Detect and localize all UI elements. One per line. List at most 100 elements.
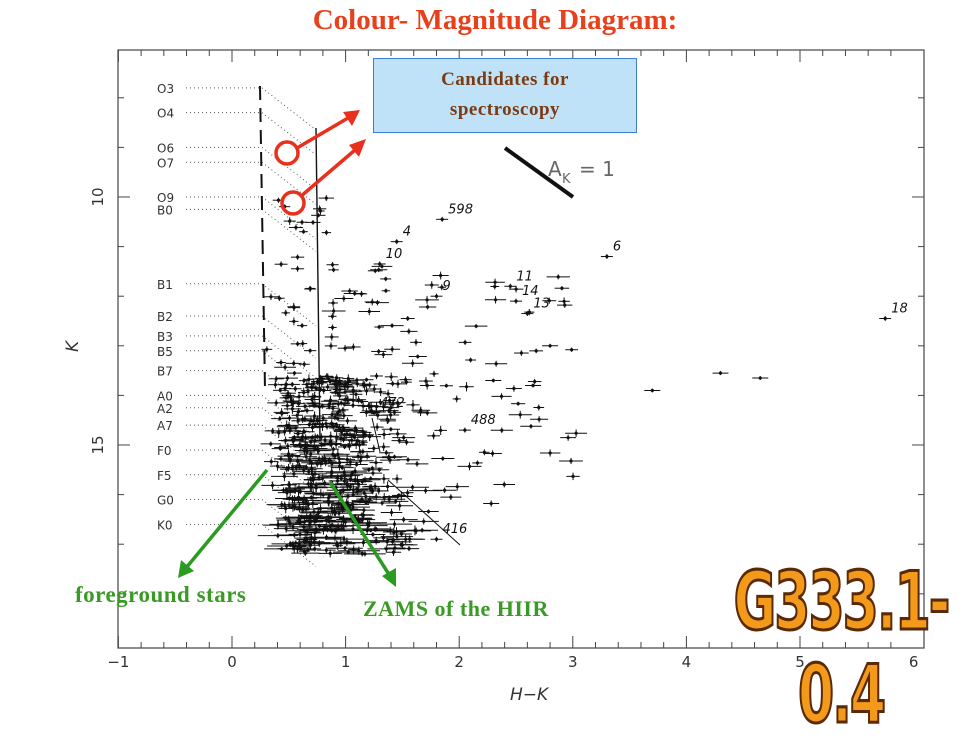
star-point xyxy=(484,296,507,304)
star-point xyxy=(328,299,338,307)
star-point xyxy=(261,481,284,490)
callout-line-1: Candidates for xyxy=(441,69,569,90)
star-point xyxy=(289,317,299,326)
candidate-circle-2 xyxy=(280,190,306,216)
star-point xyxy=(376,520,413,528)
star-point xyxy=(264,458,279,465)
star-point xyxy=(358,432,382,442)
star-point xyxy=(371,493,382,501)
star-point xyxy=(370,372,383,380)
spectral-type-label: O6 xyxy=(157,141,174,155)
star-point xyxy=(273,408,290,417)
star-point xyxy=(381,288,391,293)
star-point xyxy=(472,460,483,466)
pointer-416 xyxy=(387,479,461,546)
star-point xyxy=(296,402,314,411)
star-point xyxy=(327,446,339,452)
star-point xyxy=(752,376,769,381)
star-point xyxy=(369,457,383,468)
star-point xyxy=(340,471,364,478)
star-point xyxy=(283,217,296,225)
star-point xyxy=(437,284,446,291)
star-point xyxy=(559,457,583,465)
star-point xyxy=(297,323,308,329)
star-point xyxy=(485,278,505,286)
star-point xyxy=(419,377,433,385)
star-point xyxy=(491,393,512,400)
star-point xyxy=(287,304,301,311)
star-point xyxy=(401,527,432,535)
star-id-label: 6 xyxy=(613,240,621,255)
star-point xyxy=(298,548,310,555)
star-point xyxy=(459,382,474,392)
x-tick-label: 0 xyxy=(227,653,237,671)
star-point xyxy=(305,219,321,225)
star-point xyxy=(276,515,301,525)
star-point xyxy=(350,479,367,489)
star-point xyxy=(379,450,394,456)
star-point xyxy=(339,454,356,465)
star-point xyxy=(485,360,508,367)
star-point xyxy=(323,395,338,406)
x-tick-label: 4 xyxy=(682,653,692,671)
reddening-dotted-line xyxy=(261,112,317,156)
star-point xyxy=(293,442,317,449)
star-point xyxy=(565,429,588,437)
star-point xyxy=(299,229,308,234)
star-point xyxy=(349,389,363,400)
star-point xyxy=(322,509,349,517)
star-point xyxy=(342,466,368,476)
star-point xyxy=(529,348,544,354)
star-point xyxy=(326,262,339,268)
region-name: G333.1-0.4 xyxy=(733,554,952,742)
star-point xyxy=(338,379,358,386)
star-point xyxy=(380,323,404,328)
star-point xyxy=(344,551,386,557)
star-point xyxy=(391,531,412,537)
star-point xyxy=(530,416,549,423)
star-point xyxy=(330,464,354,471)
star-point xyxy=(386,500,414,511)
zams-line xyxy=(315,127,321,441)
star-point xyxy=(389,399,406,407)
star-point xyxy=(321,229,332,236)
star-point xyxy=(565,347,578,352)
star-point xyxy=(306,416,328,424)
star-point xyxy=(369,398,391,406)
spectral-type-label: B1 xyxy=(157,278,173,292)
star-point xyxy=(351,440,368,450)
spectral-type-label: K0 xyxy=(157,518,173,532)
spectral-type-label: G0 xyxy=(157,494,174,508)
star-point xyxy=(274,363,297,371)
spectral-type-label: B7 xyxy=(157,365,173,379)
star-point xyxy=(391,493,406,498)
star-id-label: 598 xyxy=(448,202,473,217)
star-point xyxy=(271,416,289,422)
star-point xyxy=(275,496,304,501)
star-point xyxy=(269,461,285,471)
zams-arrowhead xyxy=(382,568,396,587)
star-point xyxy=(400,315,415,322)
star-point xyxy=(263,293,279,301)
star-point xyxy=(358,427,368,435)
star-point xyxy=(465,357,477,363)
star-point xyxy=(458,339,472,345)
spectral-type-label: A7 xyxy=(157,419,173,433)
star-point xyxy=(291,411,303,420)
reddening-dotted-line xyxy=(261,315,317,359)
star-point xyxy=(338,470,367,476)
x-tick-label: 1 xyxy=(341,653,351,671)
star-point xyxy=(485,378,502,383)
star-point xyxy=(566,472,580,481)
star-point xyxy=(600,254,613,260)
spectral-type-label: B3 xyxy=(157,330,173,344)
reddening-dotted-line xyxy=(261,161,317,205)
star-point xyxy=(358,452,377,460)
star-id-label: 14 xyxy=(522,284,539,299)
star-point xyxy=(362,476,379,481)
star-point xyxy=(546,274,570,280)
star-point xyxy=(374,324,384,330)
star-point xyxy=(320,373,334,380)
reddening-dotted-line xyxy=(261,209,317,252)
